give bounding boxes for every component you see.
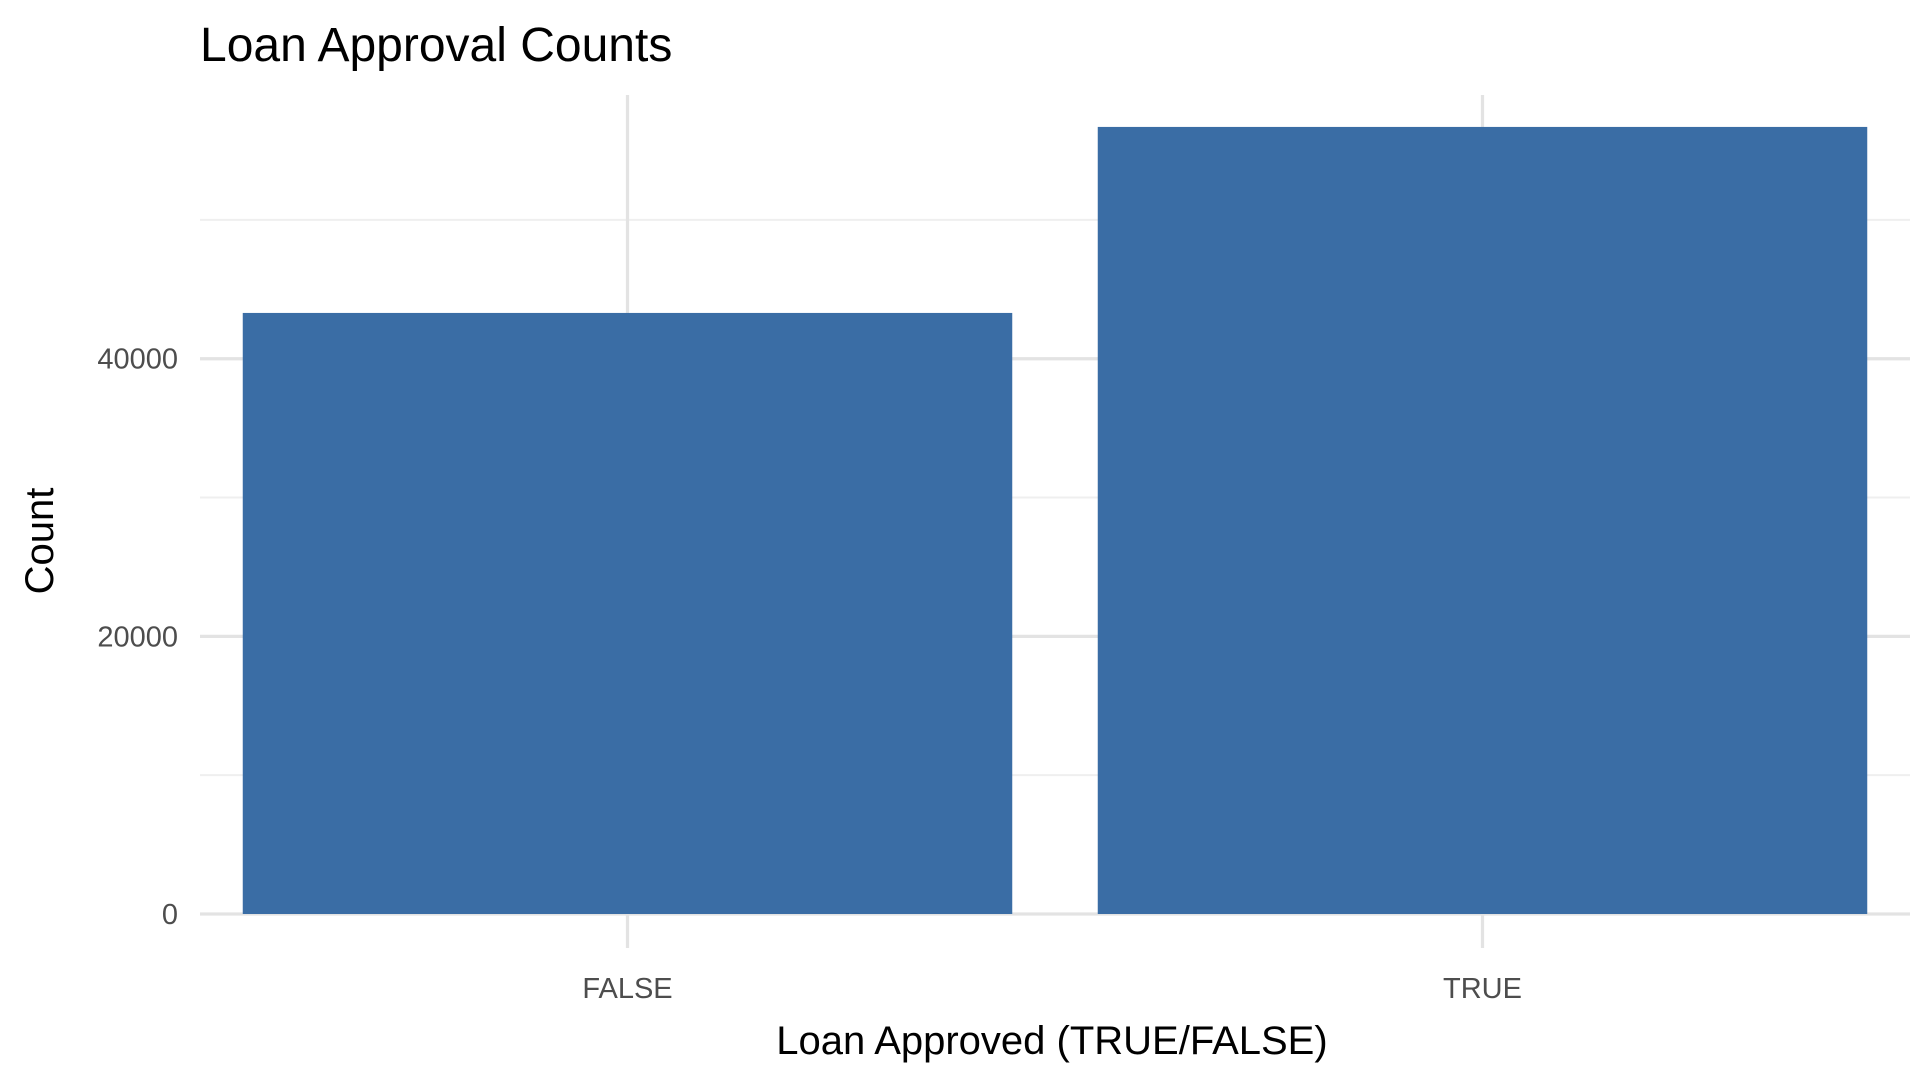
x-tick-label: FALSE bbox=[582, 973, 672, 1005]
y-tick-label: 20000 bbox=[97, 621, 178, 653]
y-tick-label: 0 bbox=[162, 899, 178, 931]
y-tick-label: 40000 bbox=[97, 344, 178, 376]
x-tick-label: TRUE bbox=[1443, 973, 1522, 1005]
chart-title: Loan Approval Counts bbox=[200, 19, 672, 72]
x-axis-ticks: FALSE TRUE bbox=[582, 973, 1522, 1005]
y-axis-title: Count bbox=[18, 488, 62, 595]
bars bbox=[242, 126, 1868, 915]
bar-true bbox=[1097, 126, 1868, 914]
x-axis-title: Loan Approved (TRUE/FALSE) bbox=[776, 1019, 1327, 1063]
y-axis-ticks: 0 20000 40000 bbox=[97, 344, 178, 931]
bar-false bbox=[242, 312, 1013, 915]
